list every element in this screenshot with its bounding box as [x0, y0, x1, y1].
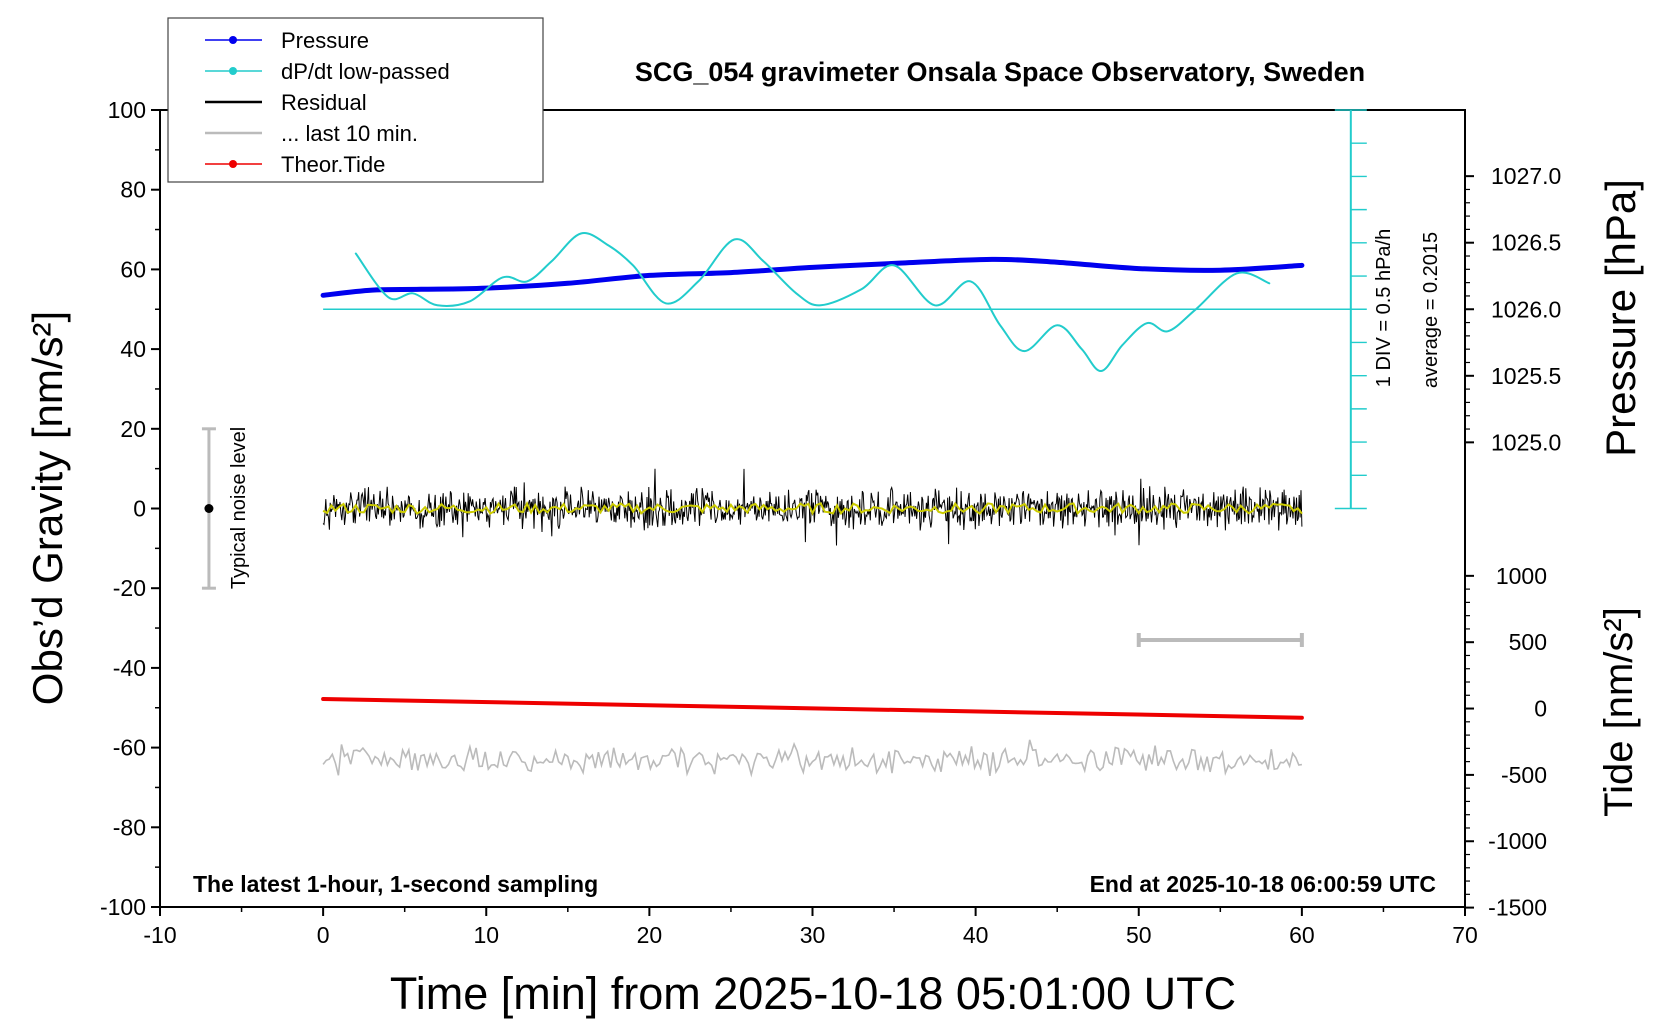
annotation-noise: Typical noise level — [228, 427, 250, 589]
y-tick-label: 0 — [133, 496, 146, 522]
pressure-tick-label: 1027.0 — [1491, 163, 1561, 189]
tide-tick-label: -1500 — [1488, 895, 1547, 921]
y-axis-tide: -1500 -1000 -500 0 500 1000 — [1465, 563, 1547, 921]
x-tick-label: -10 — [143, 922, 176, 948]
noise-bar-dot — [204, 504, 214, 513]
legend-marker — [229, 36, 237, 44]
x-axis: -10 0 10 20 30 40 50 60 70 — [143, 907, 1478, 948]
chart-title: SCG_054 gravimeter Onsala Space Observat… — [635, 57, 1365, 87]
y-axis-tide-label: Tide [nm/s²] — [1597, 607, 1641, 817]
legend-label: Theor.Tide — [281, 152, 385, 177]
y-tick-label: 40 — [120, 336, 146, 362]
series-theor-tide — [321, 697, 1304, 720]
tide-tick-label: 1000 — [1496, 563, 1547, 589]
legend-box — [167, 17, 544, 183]
tide-tick-label: 500 — [1509, 629, 1547, 655]
series-layer — [320, 232, 1305, 778]
annotation-bottom-right: End at 2025-10-18 06:00:59 UTC — [1090, 871, 1436, 897]
series-last-10-min — [322, 739, 1303, 778]
x-tick-label: 40 — [963, 922, 989, 948]
tide-tick-label: -500 — [1501, 762, 1547, 788]
y-tick-label: 60 — [120, 256, 146, 282]
tide-tick-label: 0 — [1534, 696, 1547, 722]
legend-marker — [229, 160, 237, 168]
series-dpdt — [354, 232, 1271, 372]
y-tick-label: -80 — [113, 814, 146, 840]
pressure-tick-label: 1026.5 — [1491, 230, 1561, 256]
x-tick-label: 20 — [637, 922, 663, 948]
y-tick-label: -20 — [113, 575, 146, 601]
legend-label: Pressure — [281, 28, 369, 53]
legend-label: ... last 10 min. — [281, 121, 418, 146]
annotation-dpdt-average: average = 0.2015 — [1420, 232, 1442, 388]
legend-marker — [229, 67, 237, 75]
pressure-tick-label: 1025.5 — [1491, 363, 1561, 389]
x-axis-label: Time [min] from 2025-10-18 05:01:00 UTC — [390, 968, 1236, 1019]
y-tick-label: -100 — [100, 894, 146, 920]
dpdt-scale-bar — [1334, 109, 1367, 510]
x-tick-label: 10 — [473, 922, 499, 948]
x-tick-label: 50 — [1126, 922, 1152, 948]
legend-label: Residual — [281, 90, 367, 115]
y-tick-label: -40 — [113, 655, 146, 681]
series-pressure — [320, 256, 1305, 298]
pressure-tick-label: 1026.0 — [1491, 296, 1561, 322]
legend-label: dP/dt low-passed — [281, 59, 450, 84]
y-axis-left-label: Obs’d Gravity [nm/s²] — [24, 311, 71, 705]
pressure-tick-label: 1025.0 — [1491, 429, 1561, 455]
y-tick-label: 80 — [120, 177, 146, 203]
tide-tick-label: -1000 — [1488, 828, 1547, 854]
annotation-dpdt-scale: 1 DIV = 0.5 hPa/h — [1373, 229, 1395, 387]
y-tick-label: -60 — [113, 735, 146, 761]
legend: Pressure dP/dt low-passed Residual ... last… — [167, 17, 544, 183]
misc-marks — [201, 427, 1304, 648]
series-residual-smoothed — [322, 500, 1303, 516]
y-axis-pressure-label: Pressure [hPa] — [1597, 179, 1644, 457]
x-tick-label: 60 — [1289, 922, 1315, 948]
x-tick-label: 70 — [1452, 922, 1478, 948]
x-tick-label: 0 — [317, 922, 330, 948]
annotation-bottom-left: The latest 1-hour, 1-second sampling — [193, 871, 598, 897]
x-tick-label: 30 — [800, 922, 826, 948]
y-axis-left: -100 -80 -60 -40 -20 0 20 40 60 80 100 — [100, 97, 160, 920]
y-tick-label: 100 — [108, 97, 146, 123]
y-tick-label: 20 — [120, 416, 146, 442]
y-axis-pressure: 1025.0 1025.5 1026.0 1026.5 1027.0 — [1465, 163, 1561, 455]
